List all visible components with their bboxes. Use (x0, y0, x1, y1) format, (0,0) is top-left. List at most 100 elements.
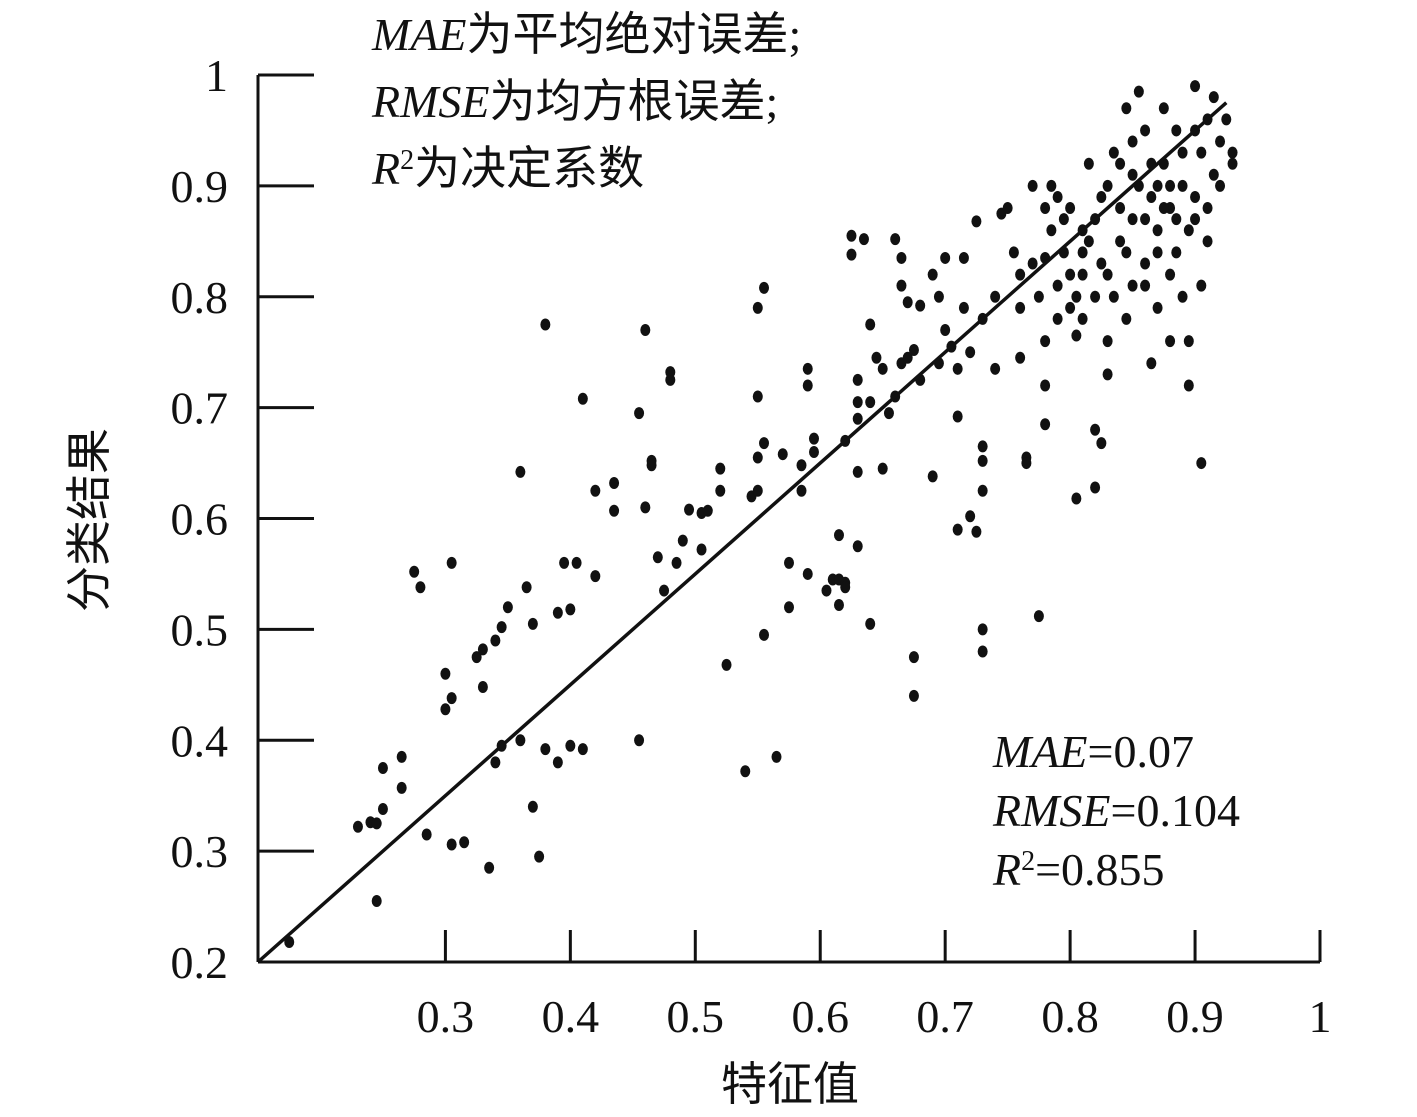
point (496, 621, 507, 634)
point (652, 551, 663, 564)
point (784, 556, 794, 569)
point (990, 290, 1001, 303)
point (1102, 335, 1113, 348)
point (665, 366, 676, 379)
point (1058, 213, 1069, 226)
point (609, 504, 620, 517)
point (609, 477, 620, 490)
note: MAE为平均绝对误差; (371, 9, 801, 60)
y-tick-label: 0.9 (171, 161, 229, 212)
point (1146, 357, 1157, 370)
point (577, 743, 588, 756)
point (1146, 190, 1157, 203)
stat: MAE=0.07 (992, 726, 1194, 777)
point (646, 459, 657, 472)
point (958, 301, 969, 314)
point (1090, 481, 1101, 494)
point (1015, 351, 1026, 364)
point (740, 765, 751, 778)
point (1158, 102, 1169, 115)
fit-line (256, 101, 1228, 964)
point (865, 617, 876, 630)
x-tick-label: 0.4 (542, 991, 600, 1042)
point (852, 373, 863, 386)
point (1096, 190, 1107, 203)
point (477, 643, 488, 656)
point (571, 556, 582, 569)
point (1033, 610, 1044, 623)
point (421, 828, 432, 841)
point (1152, 224, 1163, 237)
point (1021, 457, 1032, 470)
point (640, 324, 651, 337)
point (1052, 312, 1063, 325)
point (1102, 268, 1113, 281)
point (752, 390, 763, 403)
point (1046, 179, 1057, 192)
point (927, 470, 938, 483)
note-sup: 2 (400, 145, 414, 176)
point (540, 743, 551, 756)
point (771, 750, 782, 763)
point (971, 215, 982, 228)
y-tick-label: 1 (205, 50, 228, 101)
point (1215, 179, 1226, 192)
point (702, 504, 713, 517)
point (1158, 202, 1169, 215)
point (1196, 146, 1207, 159)
x-axis-title: 特征值 (721, 1059, 859, 1110)
point (908, 343, 919, 356)
point (1065, 268, 1076, 281)
point (1127, 213, 1138, 226)
point (852, 412, 863, 425)
point (808, 445, 819, 458)
point (1071, 329, 1082, 342)
point (1165, 335, 1176, 348)
point (1008, 246, 1019, 259)
point (696, 543, 707, 556)
point (846, 229, 857, 242)
y-tick-label: 0.5 (171, 604, 229, 655)
point (1121, 102, 1132, 115)
y-tick-label: 0.6 (171, 494, 229, 545)
point (377, 761, 388, 774)
stat: RMSE=0.104 (992, 785, 1240, 836)
point (802, 567, 813, 580)
point (1171, 124, 1182, 137)
point (908, 689, 919, 702)
point (490, 634, 501, 647)
point (1096, 437, 1107, 450)
note: R2为决定系数 (371, 143, 644, 194)
point (1040, 418, 1051, 431)
point (1015, 301, 1026, 314)
point (552, 606, 563, 619)
point (977, 623, 988, 636)
point (1202, 235, 1213, 248)
point (846, 248, 857, 261)
point (534, 850, 545, 863)
point (952, 523, 963, 536)
point (1208, 91, 1219, 104)
point (527, 800, 538, 813)
point (883, 407, 894, 420)
point (1077, 312, 1088, 325)
point (1183, 379, 1194, 392)
point (902, 351, 913, 364)
point (896, 279, 907, 292)
point (1040, 379, 1051, 392)
point (634, 407, 645, 420)
note-text: 为平均绝对误差; (467, 9, 802, 60)
point (1171, 246, 1182, 259)
x-tick-label: 0.9 (1166, 991, 1224, 1042)
point (634, 734, 645, 747)
point (977, 440, 988, 453)
point (1065, 202, 1076, 215)
point (759, 281, 770, 294)
point (852, 540, 863, 553)
point (1140, 257, 1151, 270)
point (1115, 202, 1126, 215)
point (1127, 135, 1138, 148)
point (890, 233, 901, 246)
point (559, 556, 570, 569)
point (1177, 290, 1188, 303)
